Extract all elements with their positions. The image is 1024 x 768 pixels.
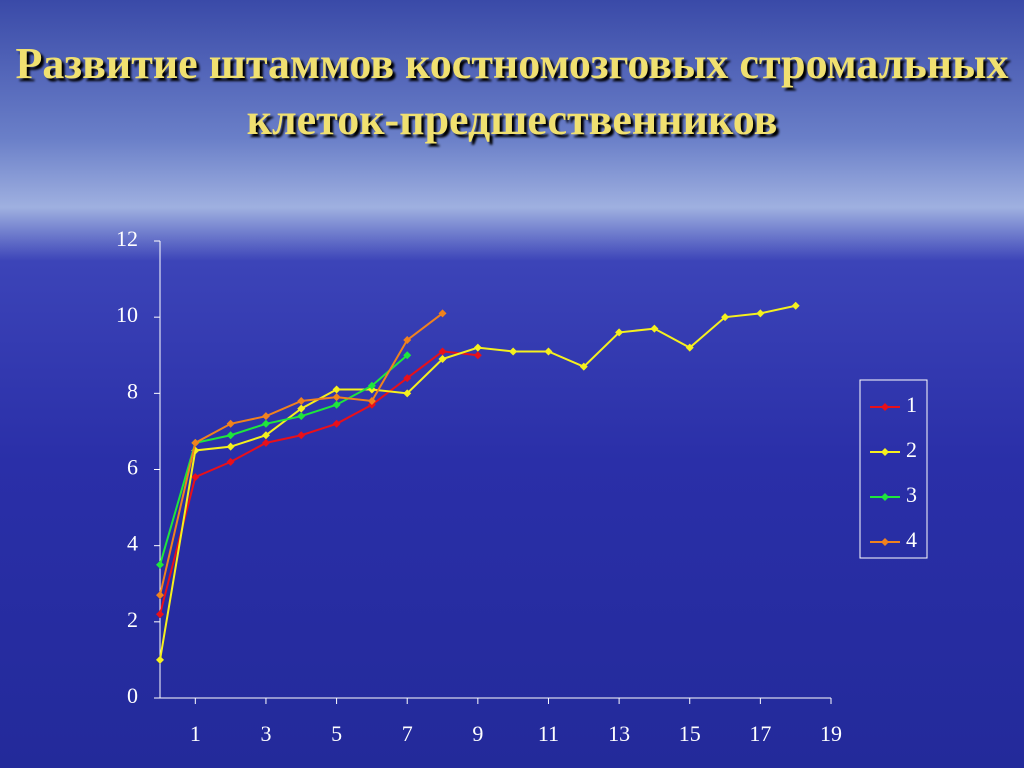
legend-marker <box>881 538 889 546</box>
data-point <box>332 419 341 428</box>
data-point <box>579 362 588 371</box>
data-point <box>685 343 694 352</box>
data-point <box>297 404 306 413</box>
series-line <box>159 350 478 615</box>
data-point <box>756 309 765 318</box>
data-point <box>261 431 270 440</box>
data-point <box>332 385 341 394</box>
data-point <box>261 412 270 421</box>
y-tick-label: 4 <box>127 531 138 556</box>
data-point <box>261 438 270 447</box>
data-point <box>191 473 200 482</box>
legend-marker <box>881 403 889 411</box>
data-point <box>226 457 235 466</box>
data-point <box>297 431 306 440</box>
data-point <box>403 389 412 398</box>
data-point <box>509 347 518 356</box>
data-point <box>156 591 164 600</box>
y-tick-label: 0 <box>127 683 138 708</box>
data-point <box>403 374 412 383</box>
legend-marker <box>881 493 889 501</box>
data-point <box>297 412 306 421</box>
data-point <box>721 313 730 322</box>
data-point <box>226 419 235 428</box>
slide-title: Развитие штаммов костномозговых стромаль… <box>15 39 1009 144</box>
data-point <box>403 336 412 345</box>
y-tick-label: 8 <box>127 378 138 403</box>
x-tick-label: 7 <box>402 721 413 746</box>
data-point <box>332 400 341 409</box>
series-line <box>159 354 408 565</box>
data-point <box>438 309 447 318</box>
y-tick-label: 6 <box>127 455 138 480</box>
legend-marker <box>881 448 889 456</box>
x-tick-label: 17 <box>749 721 771 746</box>
x-tick-label: 15 <box>679 721 701 746</box>
data-point <box>438 355 447 364</box>
series-line <box>159 312 444 596</box>
x-tick-label: 19 <box>820 721 842 746</box>
data-point <box>473 351 482 360</box>
data-point <box>156 655 164 664</box>
data-point <box>403 351 412 360</box>
x-tick-label: 1 <box>190 721 201 746</box>
x-tick-label: 13 <box>608 721 630 746</box>
data-point <box>226 442 235 451</box>
data-point <box>261 419 270 428</box>
data-point <box>650 324 659 333</box>
data-point <box>791 301 800 310</box>
data-point <box>367 396 376 405</box>
data-point <box>438 347 447 356</box>
legend-box <box>859 379 928 559</box>
data-point <box>156 560 164 569</box>
data-point <box>615 328 624 337</box>
y-tick-label: 12 <box>116 226 138 251</box>
x-tick-label: 11 <box>538 721 559 746</box>
legend-label: 1 <box>906 392 917 417</box>
data-point <box>544 347 553 356</box>
y-tick-label: 2 <box>127 607 138 632</box>
data-point <box>156 610 164 619</box>
legend-label: 4 <box>906 527 917 552</box>
x-tick-label: 5 <box>331 721 342 746</box>
legend-label: 2 <box>906 437 917 462</box>
data-point <box>226 431 235 440</box>
data-point <box>297 396 306 405</box>
x-tick-label: 9 <box>472 721 483 746</box>
x-tick-label: 3 <box>260 721 271 746</box>
data-point <box>367 381 376 390</box>
data-point <box>191 438 200 447</box>
data-point <box>473 343 482 352</box>
y-tick-label: 10 <box>116 302 138 327</box>
legend-label: 3 <box>906 482 917 507</box>
data-point <box>332 393 341 402</box>
